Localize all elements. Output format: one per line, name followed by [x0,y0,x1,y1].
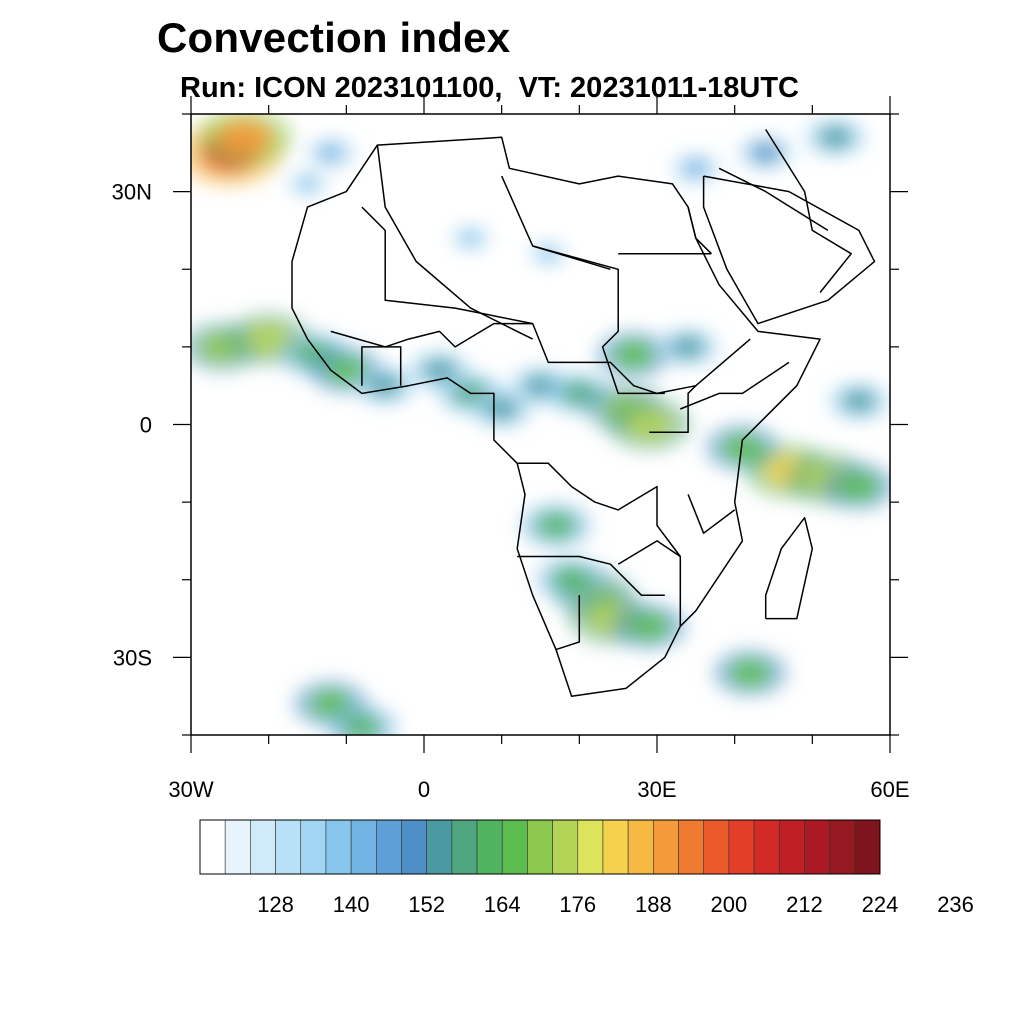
field-blob-core [421,358,458,382]
field-blob-core [838,472,880,501]
colorbar-swatch [476,819,503,875]
colorbar-swatch [753,819,780,875]
field-blob-core [626,409,673,440]
lat-tick-label: 30S [113,645,152,670]
colorbar-swatch [300,819,327,875]
field-blob-core [680,158,712,179]
lon-tick-label: 60E [870,777,909,802]
colorbar-label: 200 [711,892,748,917]
colorbar-swatch [653,819,679,875]
lat-tick-label: 30N [112,180,152,205]
lon-tick-label: 30E [637,777,676,802]
colorbar-swatch [401,819,427,875]
colorbar-swatch [527,819,553,875]
convection-field [191,114,890,735]
field-blob-core [342,714,382,735]
colorbar-label: 224 [862,892,899,917]
colorbar-label: 236 [937,892,974,917]
field-blob-core [749,141,783,164]
colorbar-swatch [577,819,604,875]
colorbar-swatch [426,819,453,875]
colorbar-swatch [325,819,352,875]
colorbar-swatch [778,819,805,875]
colorbar-swatch [678,819,705,875]
colorbar-label: 176 [559,892,596,917]
border-line [517,462,682,627]
field-blob-core [551,566,592,593]
colorbar-swatch [501,819,528,875]
colorbar-swatch [375,819,402,875]
colorbar-swatch [627,819,654,875]
border-line [702,175,876,325]
colorbar-swatch [451,819,478,875]
colorbar-swatch [250,819,276,875]
field-blob-core [245,323,292,355]
chart-subtitle: Run: ICON 2023101100, VT: 20231011-18UTC [180,72,799,104]
colorbar: 128 140 152 164 176 188 200 212 224 236 [199,819,974,917]
colorbar-swatch [854,819,881,875]
colorbar-label: 212 [786,892,823,917]
colorbar-swatch [224,819,251,875]
colorbar-label: 188 [635,892,672,917]
colorbar-swatch [552,819,579,875]
axis-ticks: 30W 0 30E 60E 30N 0 30S [112,96,910,802]
colorbar-swatch [602,819,629,875]
lon-tick-label: 30W [168,777,213,802]
field-blob-core [628,612,671,641]
field-blob-core [560,381,599,406]
colorbar-label: 164 [484,892,521,917]
field-blob-core [670,335,706,359]
map-frame [190,113,891,736]
field-blob-core [456,228,485,248]
lon-tick-label: 0 [418,777,430,802]
colorbar-swatch [199,819,226,875]
field-blob-core [315,142,347,164]
border-line [291,136,821,697]
border-line [517,555,665,597]
colorbar-label: 140 [333,892,370,917]
colorbar-label: 128 [257,892,294,917]
border-line [330,322,533,348]
field-blob-core [721,433,764,462]
field-blob-core [218,119,272,155]
chart-title: Convection index [157,14,511,61]
colorbar-swatch [350,819,377,875]
border-line [532,245,611,271]
border-line [555,595,581,651]
field-blob-core [293,174,322,194]
field-blob-core [536,512,576,539]
border-line [680,361,790,410]
colorbar-swatch [703,819,730,875]
field-blob-core [818,125,854,149]
field-blob-core [841,389,877,413]
border-line [361,346,402,386]
border-line [687,206,712,255]
field-blob-core [325,356,368,385]
field-blob-core [484,397,520,421]
lat-tick-label: 0 [140,413,152,438]
colorbar-swatch [275,819,302,875]
country-borders [291,129,876,697]
colorbar-swatch [728,819,755,875]
border-line [765,129,852,293]
colorbar-swatch [829,819,856,875]
colorbar-label: 152 [408,892,445,917]
colorbar-frame [199,819,881,875]
border-line [687,494,736,534]
field-blob-core [729,658,772,687]
border-line [361,206,751,395]
border-line [649,385,697,434]
colorbar-swatch [804,819,830,875]
field-blob-core [612,340,655,369]
field-blob-core [367,373,403,398]
border-line [718,167,829,232]
border-line [764,516,814,620]
border-line [617,540,681,565]
border-line [376,145,534,340]
